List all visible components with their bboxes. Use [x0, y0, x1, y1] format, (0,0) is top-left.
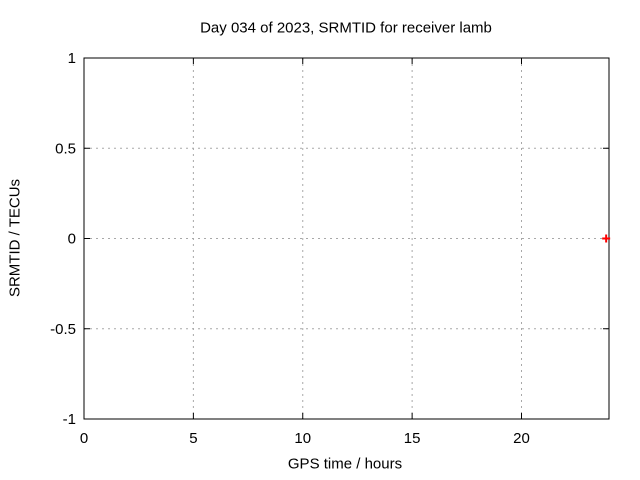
y-tick-label: 0: [68, 231, 76, 248]
x-axis-label: GPS time / hours: [287, 455, 403, 473]
chart-title: Day 034 of 2023, SRMTID for receiver lam…: [200, 19, 492, 37]
x-tick-label: 15: [404, 430, 421, 447]
y-tick-label: 0.5: [55, 140, 76, 157]
x-tick-label: 5: [189, 430, 197, 447]
x-tick-label: 10: [294, 430, 311, 447]
x-tick-label: 20: [513, 430, 530, 447]
y-tick-label: 1: [68, 50, 76, 67]
y-tick-label: -0.5: [50, 321, 76, 338]
x-tick-label: 0: [80, 430, 88, 447]
y-tick-label: -1: [63, 411, 76, 428]
